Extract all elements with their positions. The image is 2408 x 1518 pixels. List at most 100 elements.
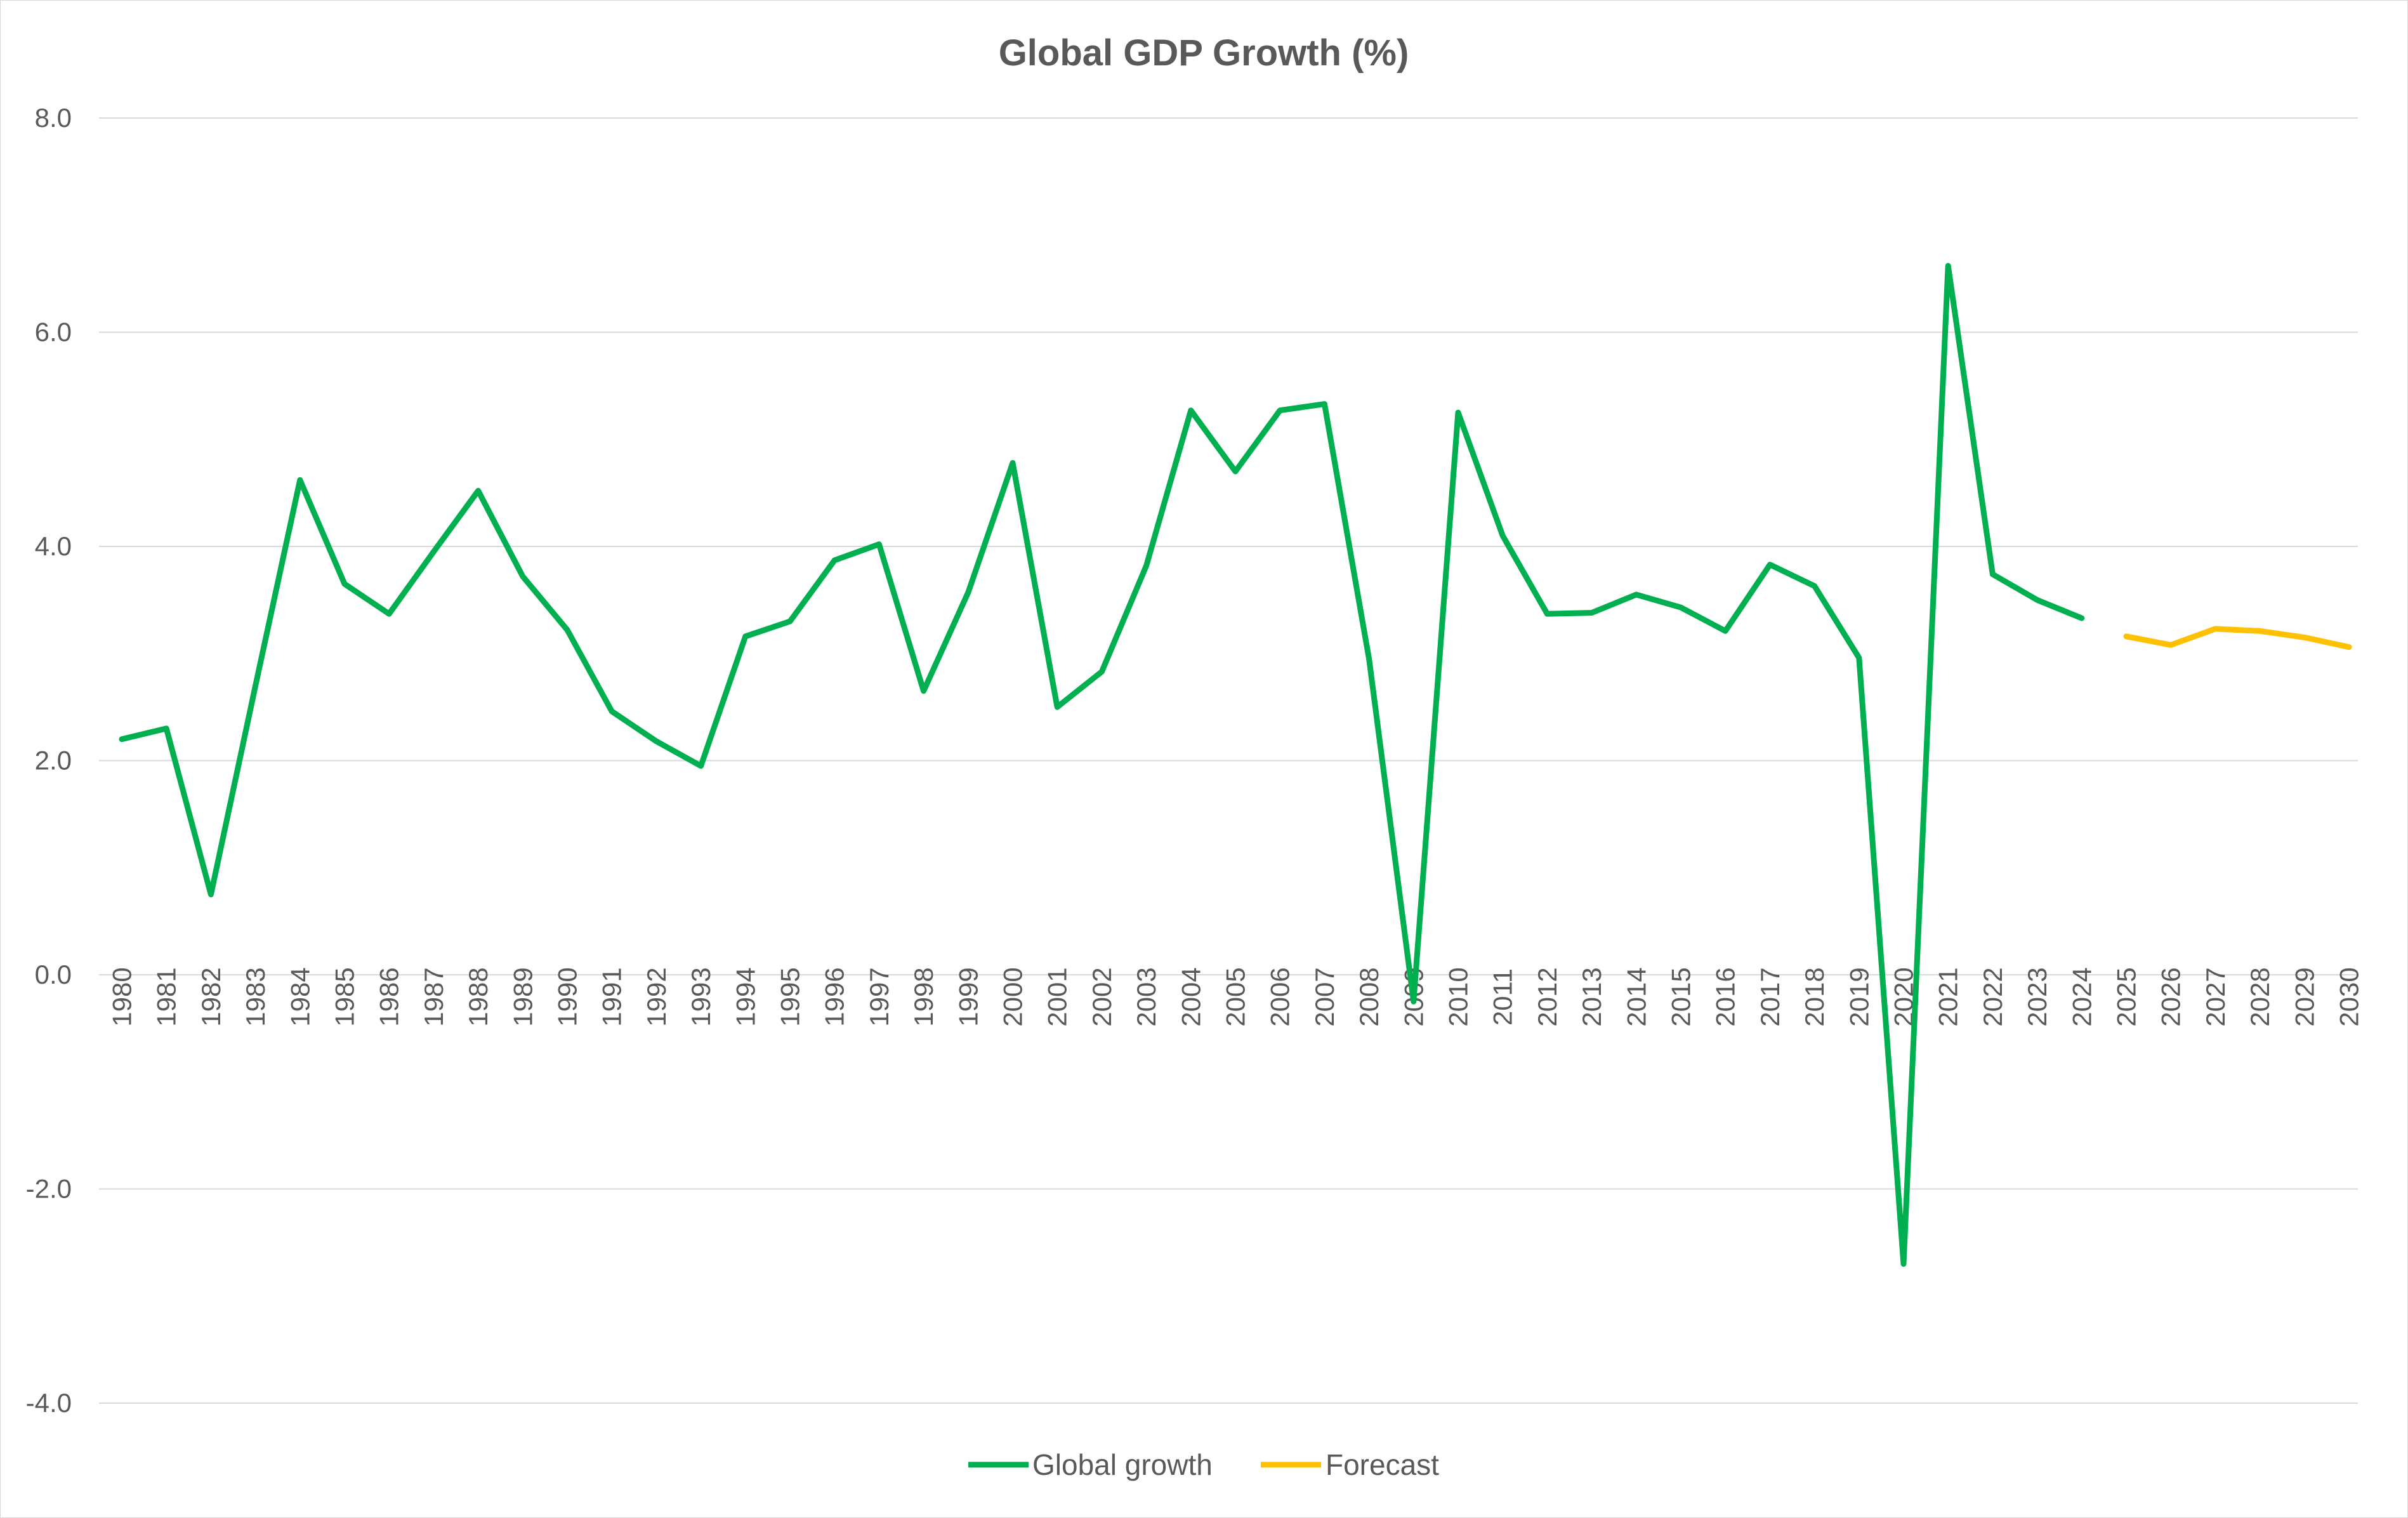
data-point-forecast [2260,630,2261,631]
legend-label-global-growth: Global growth [1032,1448,1213,1481]
x-tick-label: 2008 [1354,967,1384,1026]
data-point-global-growth [1324,404,1325,405]
x-tick-label: 1993 [686,967,716,1026]
data-point-global-growth [255,685,256,686]
data-point-global-growth [1636,594,1637,595]
x-tick-label: 2002 [1087,967,1117,1026]
data-point-global-growth [344,583,345,584]
x-tick-label: 2005 [1221,967,1251,1026]
data-point-global-growth [121,739,122,740]
gridlines [99,117,2358,1404]
y-tick-label: 6.0 [35,317,72,347]
x-tick-label: 2004 [1176,967,1206,1026]
data-point-global-growth [701,765,702,767]
data-point-forecast [2126,636,2127,637]
data-point-global-growth [878,544,879,545]
y-tick-label: 2.0 [35,746,72,776]
data-point-global-growth [2081,617,2082,619]
data-point-global-growth [210,894,211,895]
x-tick-label: 1989 [508,967,537,1026]
data-point-global-growth [1859,657,1860,659]
data-point-global-growth [1235,471,1236,472]
data-point-global-growth [789,621,791,622]
data-point-global-growth [1992,574,1993,575]
legend: Global growth Forecast [968,1448,1439,1481]
x-tick-label: 1986 [374,967,404,1026]
x-tick-label: 1983 [240,967,270,1026]
x-tick-label: 1981 [152,967,181,1026]
x-tick-label: 2010 [1444,967,1473,1026]
data-point-global-growth [522,576,523,577]
data-point-global-growth [1725,630,1726,631]
data-point-forecast [2170,644,2171,645]
data-point-global-growth [1101,671,1102,672]
x-tick-label: 1984 [285,967,315,1026]
data-point-global-growth [478,490,479,491]
x-tick-label: 2011 [1488,968,1518,1026]
data-point-global-growth [1146,565,1147,566]
y-tick-label: 4.0 [35,531,72,561]
data-point-global-growth [299,479,301,480]
x-tick-label: 2019 [1844,967,1874,1026]
y-axis-tick-labels: 8.0 6.0 4.0 2.0 0.0 -2.0 -4.0 [26,103,72,1418]
x-tick-label: 1982 [196,967,226,1026]
data-point-global-growth [655,741,657,742]
x-tick-label: 2022 [1978,967,2008,1026]
data-point-global-growth [1814,585,1815,586]
x-tick-label: 2024 [2067,967,2096,1026]
data-point-global-growth [1056,706,1058,708]
data-point-global-growth [1502,535,1503,536]
x-tick-label: 2003 [1131,967,1161,1026]
x-tick-label: 2027 [2201,967,2230,1026]
data-point-global-growth [1457,412,1459,413]
x-tick-label: 2021 [1933,967,1963,1026]
series-line-global-growth [119,263,2085,1267]
series-lines [119,263,2352,1267]
data-point-global-growth [567,630,568,631]
x-tick-label: 2014 [1621,967,1651,1026]
data-point-global-growth [1591,612,1593,614]
y-tick-label: 0.0 [35,960,72,989]
data-point-global-growth [968,592,969,593]
data-point-global-growth [1413,1001,1414,1002]
x-tick-label: 2029 [2289,967,2319,1026]
x-tick-label: 1992 [641,967,671,1026]
data-point-global-growth [1190,410,1192,411]
data-point-global-growth [388,613,390,614]
y-tick-label: 8.0 [35,103,72,133]
x-axis-tick-labels: 1980 1981 1982 1983 1984 1985 1986 1987 1988 1989… [107,967,2364,1026]
x-tick-label: 1995 [775,967,805,1026]
x-tick-label: 1988 [463,967,493,1026]
x-tick-label: 1994 [730,967,760,1026]
x-tick-label: 1990 [553,967,582,1026]
x-tick-label: 2016 [1711,967,1740,1026]
x-tick-label: 1997 [864,967,894,1026]
data-point-global-growth [1769,564,1770,565]
x-tick-label: 2001 [1043,967,1072,1026]
x-tick-label: 2013 [1577,967,1607,1026]
x-tick-label: 2006 [1265,967,1295,1026]
data-point-global-growth [834,560,835,561]
chart-title: Global GDP Growth (%) [999,32,1409,74]
data-point-global-growth [1947,265,1949,267]
data-point-global-growth [433,551,434,552]
data-point-forecast [2348,647,2350,648]
y-tick-label: -4.0 [26,1388,72,1418]
x-tick-label: 2007 [1310,967,1339,1026]
data-point-global-growth [611,711,612,712]
x-tick-label: 2017 [1755,967,1785,1026]
data-point-global-growth [745,636,746,637]
series-line-forecast [2123,626,2352,650]
x-tick-label: 2025 [2112,967,2142,1026]
data-point-forecast [2214,628,2216,630]
data-point-global-growth [923,690,924,692]
x-tick-label: 2000 [998,967,1028,1026]
y-tick-label: -2.0 [26,1174,72,1204]
x-tick-label: 1996 [820,967,850,1026]
x-tick-label: 2026 [2156,967,2186,1026]
x-tick-label: 2012 [1532,967,1562,1026]
data-point-global-growth [166,728,167,729]
data-point-global-growth [1369,658,1370,659]
data-point-global-growth [1903,1264,1904,1265]
x-tick-label: 2028 [2245,967,2275,1026]
